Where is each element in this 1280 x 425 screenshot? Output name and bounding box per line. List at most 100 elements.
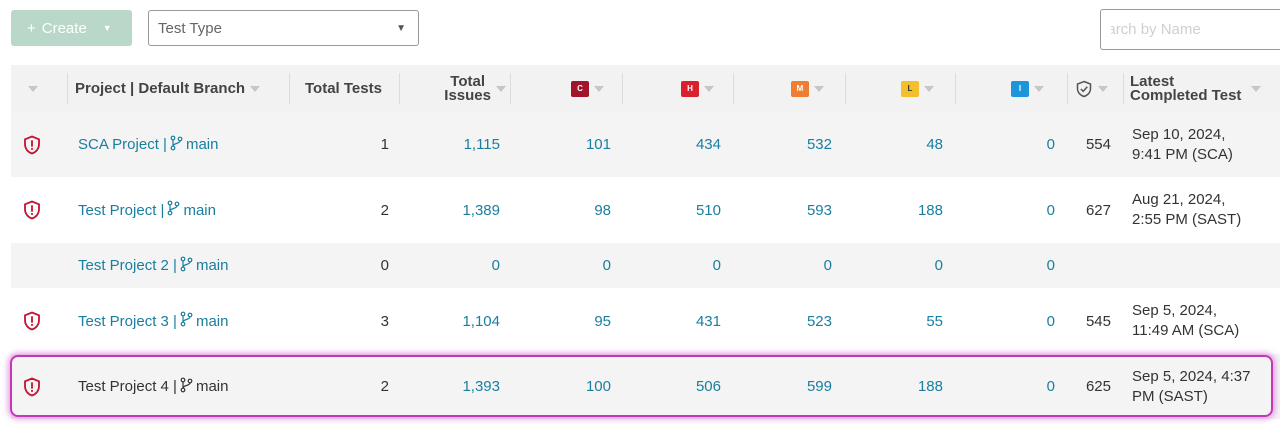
branch-separator: |	[168, 257, 177, 274]
critical-severity-badge: C	[571, 80, 589, 97]
critical-count-link[interactable]: 0	[602, 257, 611, 274]
project-link[interactable]: Test Project 3 | main	[78, 288, 298, 354]
sort-arrow-icon	[1251, 85, 1262, 92]
latest-date-line: 9:41 PM (SCA)	[1132, 145, 1233, 163]
latest-line-1: Latest	[1130, 72, 1175, 90]
column-header-total-tests[interactable]: Total Tests	[305, 65, 395, 112]
low-count-link[interactable]: 48	[926, 136, 943, 153]
info-count-link[interactable]: 0	[1046, 378, 1055, 395]
caret-down-icon: ▼	[396, 23, 406, 34]
table-row[interactable]: Test Project 2 | main 0 0 0 0 0 0 0	[11, 243, 1280, 288]
project-link[interactable]: SCA Project | main	[78, 112, 298, 177]
table-row[interactable]: Test Project 4 | main 2 1,393 100 506 599 188 0 6…	[11, 354, 1280, 419]
info-count-link[interactable]: 0	[1046, 257, 1055, 274]
column-header-latest[interactable]: Latest Completed Test	[1130, 65, 1280, 112]
column-header-verified[interactable]	[1075, 65, 1123, 112]
column-header-total-issues[interactable]: Total Issues	[411, 65, 506, 112]
column-divider	[289, 73, 290, 104]
project-name: Test Project	[78, 201, 157, 219]
low-severity-badge: L	[901, 80, 919, 97]
plus-icon: +	[27, 19, 36, 37]
total-issues-link[interactable]: 1,393	[462, 378, 500, 395]
high-count-link[interactable]: 431	[695, 312, 721, 330]
verified-count: 554	[1085, 136, 1111, 153]
latest-date-line: 11:49 AM (SCA)	[1132, 322, 1240, 339]
latest-completed-test: Sep 10, 2024, 9:41 PM (SCA)	[1132, 112, 1280, 177]
project-link[interactable]: Test Project 4 | main	[78, 354, 298, 419]
column-divider	[1123, 73, 1124, 104]
total-tests-value: 2	[380, 201, 389, 219]
sort-arrow-icon	[594, 85, 604, 92]
low-count-link[interactable]: 188	[917, 201, 943, 219]
search-input[interactable]	[1100, 9, 1280, 50]
table-row[interactable]: Test Project | main 2 1,389 98 510 593 188 0 627 A…	[11, 177, 1280, 243]
low-count-link[interactable]: 188	[917, 378, 943, 395]
column-header-medium[interactable]: M	[791, 65, 851, 112]
total-tests-value: 1	[380, 136, 389, 153]
medium-count-link[interactable]: 593	[806, 201, 832, 219]
test-type-select[interactable]: Test Type ▼	[148, 10, 419, 46]
vulnerability-alert-icon	[22, 288, 46, 354]
column-divider	[733, 73, 734, 104]
high-count-link[interactable]: 510	[695, 201, 721, 219]
caret-down-icon: ▼	[102, 23, 112, 33]
branch-separator: |	[156, 201, 165, 219]
sort-arrow-icon	[28, 85, 38, 92]
projects-table: Project | Default Branch Total Tests Tot…	[11, 65, 1280, 112]
create-button[interactable]: + Create ▼	[11, 10, 132, 46]
column-header-low[interactable]: L	[901, 65, 961, 112]
low-count-link[interactable]: 0	[934, 257, 943, 274]
sort-arrow-icon	[704, 85, 714, 92]
latest-date-line: 2:55 PM (SAST)	[1132, 211, 1242, 228]
critical-count-link[interactable]: 100	[585, 378, 611, 395]
total-tests-value: 2	[380, 378, 389, 395]
medium-count-link[interactable]: 523	[806, 312, 832, 330]
git-branch-icon	[180, 311, 193, 331]
total-issues-link[interactable]: 1,115	[463, 136, 500, 153]
critical-count-link[interactable]: 95	[594, 312, 611, 330]
toolbar: + Create ▼ Test Type ▼	[0, 0, 1280, 66]
table-row[interactable]: SCA Project | main 1 1,115 101 434 532 48 0 554 Se…	[11, 112, 1280, 177]
column-header-high[interactable]: H	[681, 65, 741, 112]
latest-completed-test	[1132, 243, 1280, 288]
column-divider	[510, 73, 511, 104]
info-count-link[interactable]: 0	[1046, 201, 1055, 219]
column-divider	[845, 73, 846, 104]
select-column-menu[interactable]	[23, 65, 53, 112]
git-branch-icon	[180, 377, 193, 397]
create-label: Create	[41, 19, 87, 37]
latest-date-line: Sep 5, 2024, 4:37	[1132, 367, 1251, 385]
critical-count-link[interactable]: 98	[594, 201, 611, 219]
medium-count-link[interactable]: 0	[823, 257, 832, 274]
column-header-project[interactable]: Project | Default Branch	[75, 65, 285, 112]
total-issues-link[interactable]: 1,389	[462, 201, 500, 219]
high-count-link[interactable]: 506	[695, 378, 721, 395]
table-row[interactable]: Test Project 3 | main 3 1,104 95 431 523 55 0 545…	[11, 288, 1280, 354]
column-header-latest-label: Latest Completed Test	[1130, 72, 1241, 103]
low-count-link[interactable]: 55	[926, 312, 943, 330]
medium-count-link[interactable]: 532	[806, 136, 832, 153]
sort-arrow-icon	[1034, 85, 1044, 92]
high-count-link[interactable]: 434	[695, 136, 721, 153]
total-issues-link[interactable]: 0	[491, 257, 500, 274]
high-count-link[interactable]: 0	[712, 257, 721, 274]
project-link[interactable]: Test Project 2 | main	[78, 243, 298, 288]
medium-count-link[interactable]: 599	[806, 378, 832, 395]
branch-name: main	[185, 136, 219, 153]
info-count-link[interactable]: 0	[1046, 136, 1055, 153]
test-type-value: Test Type	[158, 19, 222, 37]
column-header-info[interactable]: I	[1011, 65, 1063, 112]
project-name: Test Project 4	[78, 378, 169, 395]
critical-count-link[interactable]: 101	[585, 136, 611, 153]
sort-arrow-icon	[1098, 85, 1108, 92]
column-header-critical[interactable]: C	[571, 65, 631, 112]
project-name: Test Project 2	[78, 257, 169, 274]
branch-name: main	[195, 257, 229, 274]
column-header-total-tests-label: Total Tests	[305, 80, 382, 97]
project-link[interactable]: Test Project | main	[78, 177, 298, 243]
total-issues-line-2: Issues	[444, 86, 491, 104]
sort-arrow-icon	[924, 85, 934, 92]
vulnerability-alert-icon	[22, 112, 46, 177]
total-issues-link[interactable]: 1,104	[462, 312, 500, 330]
info-count-link[interactable]: 0	[1046, 312, 1055, 330]
